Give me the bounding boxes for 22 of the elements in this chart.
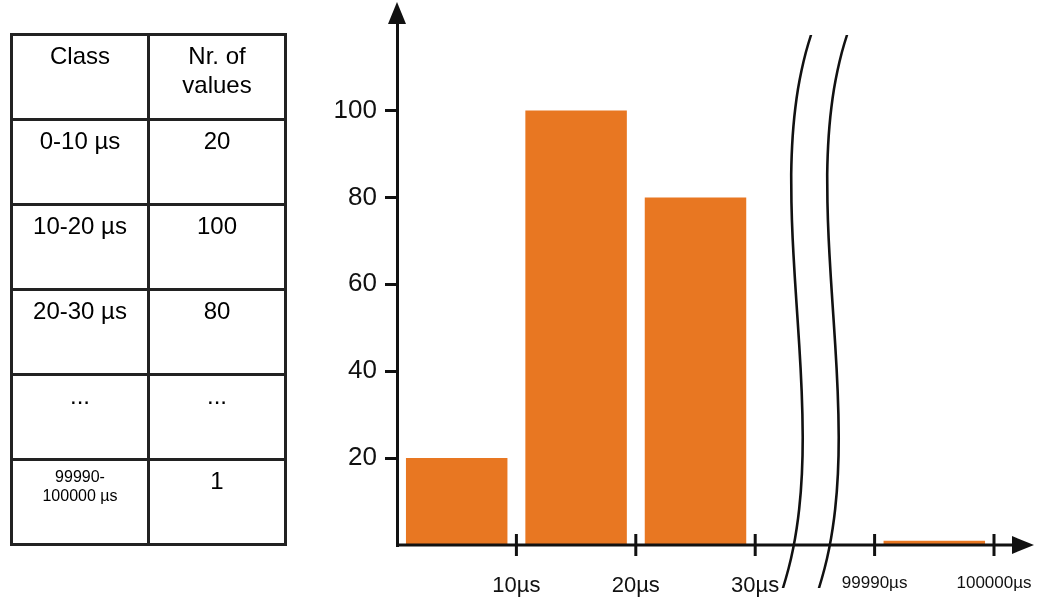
text: 99990µs: [841, 573, 908, 593]
text: 20µs: [611, 572, 660, 598]
text: Class: [11, 34, 149, 120]
y-tick-label: 20: [348, 441, 377, 472]
text: 0-10 µs: [11, 119, 149, 205]
text: 80: [148, 289, 286, 375]
text: 30µs: [731, 572, 780, 598]
text: 10µs: [492, 572, 541, 598]
y-tick-label: 60: [348, 267, 377, 298]
text: 100: [148, 204, 286, 290]
text: 1: [148, 459, 286, 545]
text: 10-20 µs: [11, 204, 149, 290]
y-tick-label: 80: [348, 180, 377, 211]
text: 20: [148, 119, 286, 205]
text: Nr. of values: [148, 34, 286, 120]
text: 99990-100000 µs: [11, 459, 149, 545]
text: 100000µs: [956, 573, 1032, 593]
text: ...: [11, 374, 149, 460]
y-tick-label: 100: [333, 93, 377, 124]
y-tick-label: 40: [348, 354, 377, 385]
text: 20-30 µs: [11, 289, 149, 375]
text: ...: [148, 374, 286, 460]
